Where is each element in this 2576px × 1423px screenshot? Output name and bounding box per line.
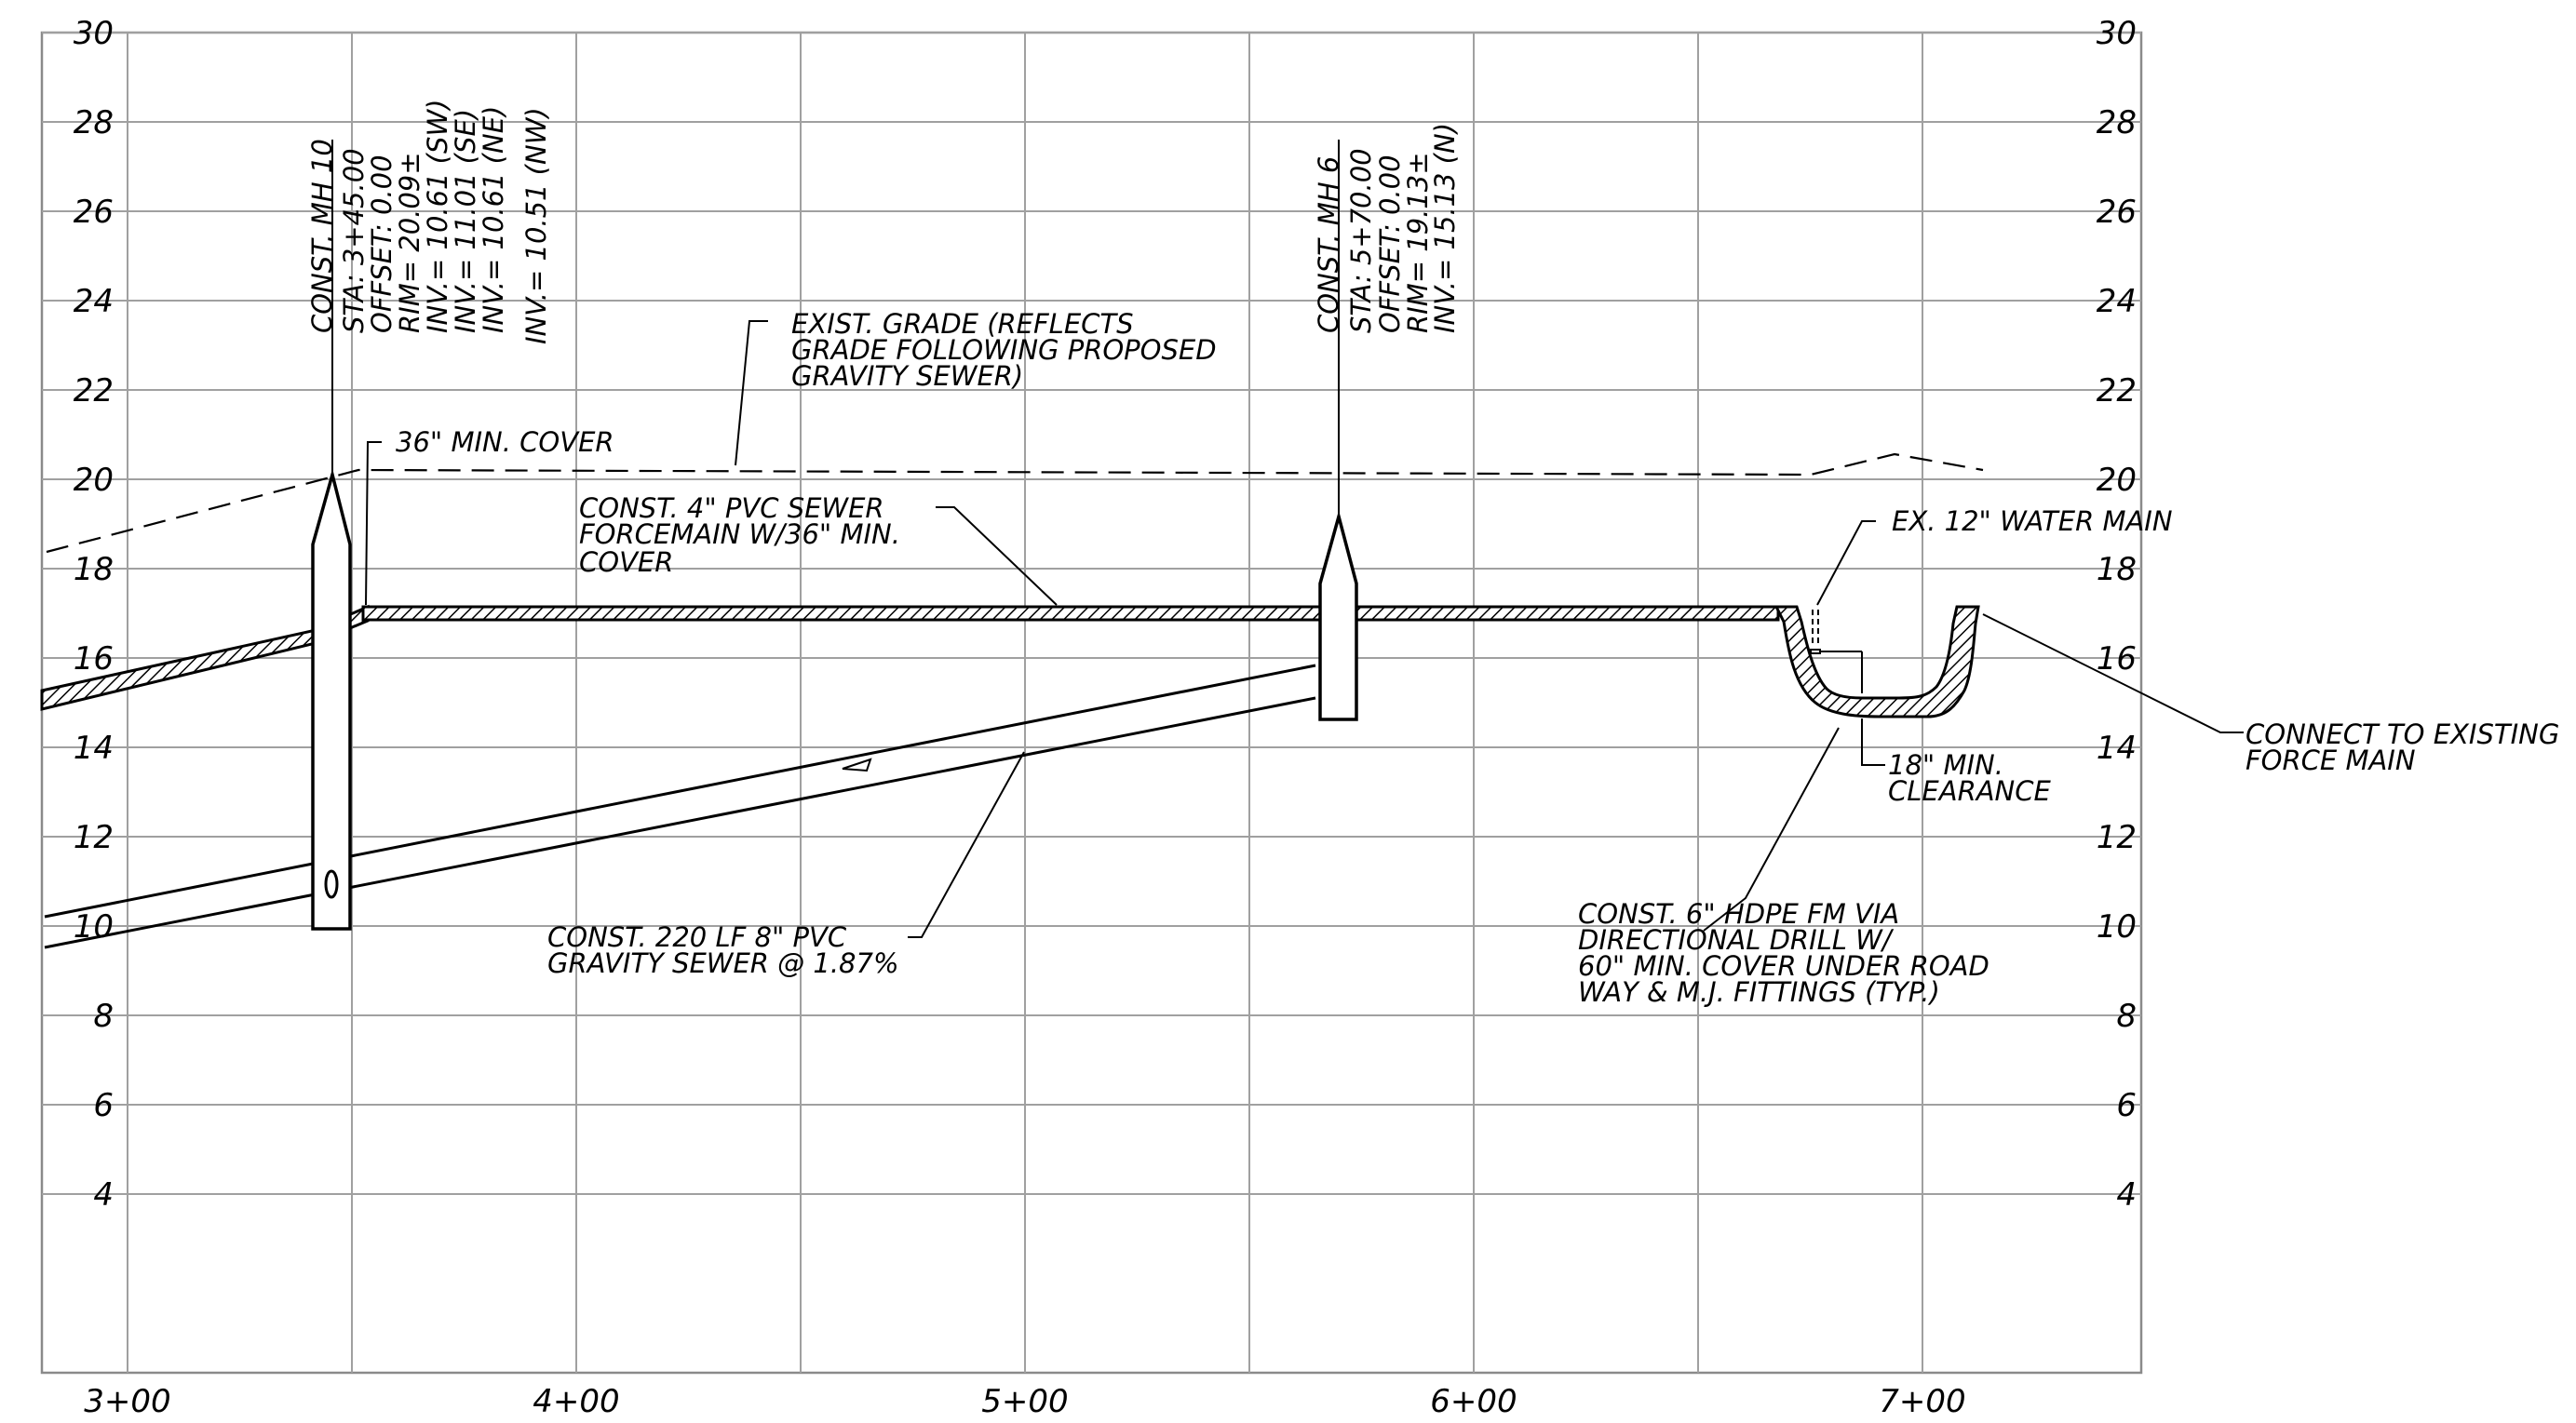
forcemain-note: CONST. 4" PVC SEWER FORCEMAIN W/36" MIN.… [579, 492, 900, 578]
manhole-6 [1318, 510, 1358, 721]
y-tick-right: 8 [2116, 998, 2137, 1035]
gravity-sewer-top [44, 664, 1316, 919]
y-tick-right: 10 [2097, 908, 2137, 946]
y-tick-left: 6 [93, 1087, 114, 1124]
y-tick-right: 14 [2097, 730, 2137, 767]
svg-text:GRAVITY SEWER): GRAVITY SEWER) [791, 360, 1023, 392]
y-tick-right: 18 [2097, 551, 2137, 588]
svg-text:CLEARANCE: CLEARANCE [1888, 775, 2051, 807]
svg-text:WAY & M.J. FITTINGS (TYP.): WAY & M.J. FITTINGS (TYP.) [1578, 976, 1940, 1008]
clearance-note: 18" MIN. CLEARANCE [1888, 749, 2051, 807]
leader-lines [331, 140, 2244, 938]
connect-note: CONNECT TO EXISTING FORCE MAIN [2246, 718, 2559, 776]
y-tick-left: 22 [74, 372, 114, 409]
y-tick-left: 24 [74, 283, 114, 320]
svg-text:CONNECT TO EXISTING: CONNECT TO EXISTING [2246, 718, 2559, 750]
mh10-label: CONST. MH 10 STA: 3+45.00 OFFSET: 0.00 R… [306, 100, 552, 344]
svg-text:FORCE MAIN: FORCE MAIN [2246, 745, 2416, 776]
mh6-line-4: RIM= 19.13± [1402, 152, 1434, 333]
svg-text:GRADE FOLLOWING PROPOSED: GRADE FOLLOWING PROPOSED [791, 334, 1217, 366]
svg-text:18" MIN.: 18" MIN. [1888, 749, 2003, 781]
manhole-10-invert-symbol [324, 869, 339, 899]
gravity-sewer-note: CONST. 220 LF 8" PVC GRAVITY SEWER @ 1.8… [547, 921, 899, 979]
y-tick-left: 28 [74, 104, 114, 141]
y-tick-right: 6 [2116, 1087, 2137, 1124]
y-tick-right: 28 [2097, 104, 2137, 141]
mh10-line-5: INV.= 10.61 (SW) [422, 100, 453, 333]
elevation-labels-right: 4 6 8 10 12 14 16 18 20 22 24 26 28 30 [2097, 15, 2137, 1214]
y-tick-left: 16 [74, 640, 114, 678]
forcemain-pipe-main [361, 605, 1780, 622]
x-tick: 5+00 [981, 1383, 1068, 1420]
y-tick-left: 8 [93, 998, 114, 1035]
water-main-crossing [1810, 610, 1863, 693]
hdpe-note: CONST. 6" HDPE FM VIA DIRECTIONAL DRILL … [1578, 898, 1989, 1008]
y-tick-left: 26 [74, 194, 114, 231]
forcemain-drill-dip [1774, 605, 1980, 718]
svg-text:DIRECTIONAL DRILL W/: DIRECTIONAL DRILL W/ [1578, 924, 1895, 956]
y-tick-right: 4 [2116, 1176, 2137, 1214]
svg-text:COVER: COVER [579, 546, 673, 578]
svg-text:CONST. 6" HDPE FM VIA: CONST. 6" HDPE FM VIA [1578, 898, 1899, 930]
gravity-sewer-bottom [44, 696, 1316, 949]
manhole-10 [311, 468, 352, 931]
x-tick: 7+00 [1879, 1383, 1965, 1420]
mh10-line-1: CONST. MH 10 [306, 139, 338, 333]
svg-text:EXIST. GRADE (REFLECTS: EXIST. GRADE (REFLECTS [791, 308, 1134, 340]
x-tick: 3+00 [84, 1383, 170, 1420]
existing-grade-line [46, 452, 1984, 554]
mh10-line-6: INV.= 11.01 (SE) [450, 109, 481, 333]
y-tick-left: 20 [74, 462, 114, 499]
y-tick-right: 26 [2097, 194, 2137, 231]
x-tick: 4+00 [533, 1383, 619, 1420]
svg-text:GRAVITY SEWER @ 1.87%: GRAVITY SEWER @ 1.87% [547, 947, 899, 979]
y-tick-right: 12 [2097, 819, 2137, 856]
mh6-label: CONST. MH 6 STA: 5+70.00 OFFSET: 0.00 RI… [1313, 123, 1461, 333]
exist-grade-note: EXIST. GRADE (REFLECTS GRADE FOLLOWING P… [791, 308, 1217, 392]
svg-text:CONST. 220 LF 8" PVC: CONST. 220 LF 8" PVC [547, 921, 847, 953]
svg-text:FORCEMAIN W/36" MIN.: FORCEMAIN W/36" MIN. [579, 518, 900, 550]
y-tick-right: 22 [2097, 372, 2137, 409]
y-tick-right: 16 [2097, 640, 2137, 678]
y-tick-right: 24 [2097, 283, 2137, 320]
flow-direction-arrow [842, 758, 872, 772]
mh10-line-8: INV.= 10.51 (NW) [520, 107, 552, 344]
mh6-line-2: STA: 5+70.00 [1345, 148, 1377, 333]
y-tick-left: 18 [74, 551, 114, 588]
water-main-note: EX. 12" WATER MAIN [1892, 505, 2173, 537]
y-tick-left: 12 [74, 819, 114, 856]
mh10-line-3: OFFSET: 0.00 [366, 154, 398, 333]
mh10-line-2: STA: 3+45.00 [338, 148, 370, 333]
y-tick-left: 14 [74, 730, 114, 767]
y-tick-left: 30 [74, 15, 114, 52]
mh10-line-4: RIM= 20.09± [394, 152, 425, 333]
y-tick-left: 4 [93, 1176, 114, 1214]
mh6-line-3: OFFSET: 0.00 [1374, 154, 1406, 333]
mh10-line-7: INV.= 10.61 (NE) [478, 106, 509, 333]
y-tick-right: 30 [2097, 15, 2137, 52]
x-tick: 6+00 [1430, 1383, 1517, 1420]
station-labels: 3+00 4+00 5+00 6+00 7+00 [84, 1383, 1965, 1420]
min-cover-note: 36" MIN. COVER [396, 426, 614, 458]
y-tick-right: 20 [2097, 462, 2137, 499]
svg-text:CONST. 4" PVC SEWER: CONST. 4" PVC SEWER [579, 492, 884, 524]
mh6-line-5: INV.= 15.13 (N) [1429, 123, 1461, 333]
profile-grid [40, 31, 2143, 1375]
mh6-line-1: CONST. MH 6 [1313, 156, 1344, 333]
svg-text:60" MIN. COVER UNDER ROAD: 60" MIN. COVER UNDER ROAD [1578, 950, 1989, 982]
